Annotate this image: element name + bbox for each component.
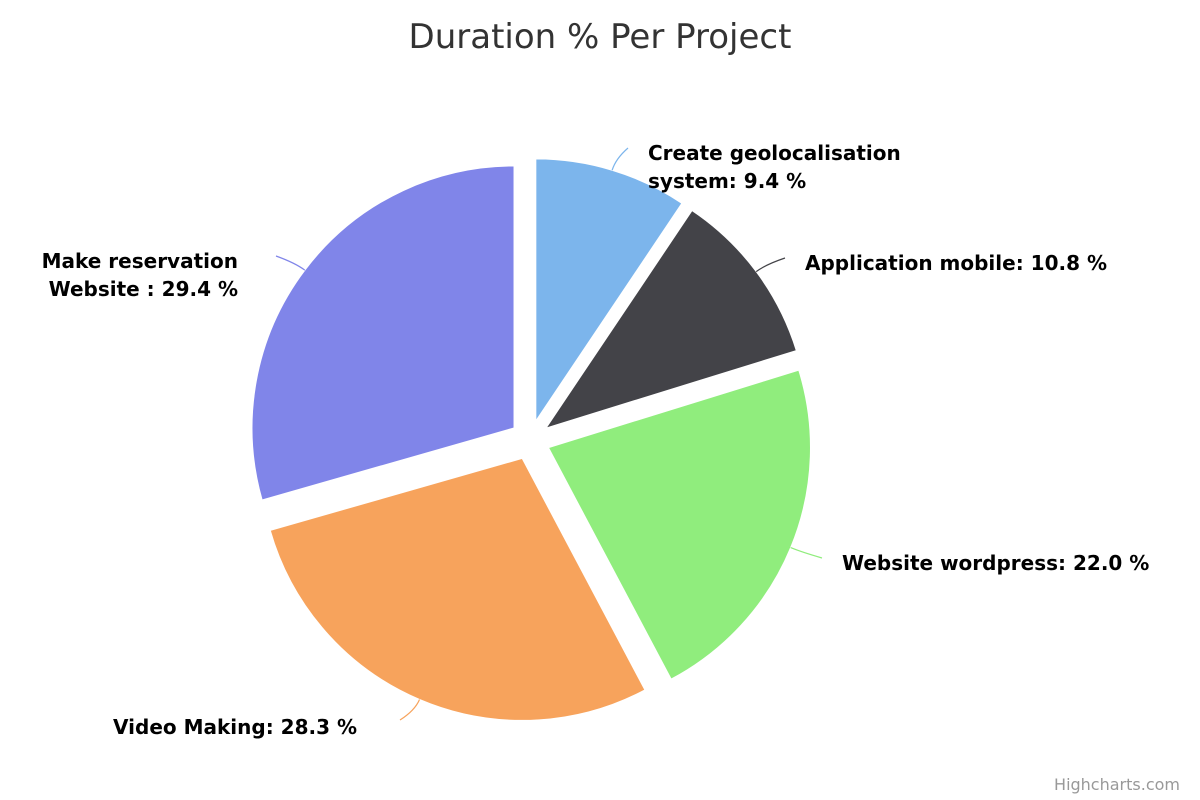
- data-label-line: Website wordpress: 22.0 %: [842, 551, 1149, 575]
- data-label-application-mobile: Application mobile: 10.8 %: [805, 251, 1107, 275]
- pie-slice-create-geolocalisation-system[interactable]: [535, 158, 683, 423]
- data-label-line: Video Making: 28.3 %: [113, 715, 357, 739]
- slices-layer: [251, 158, 811, 721]
- data-label-line: system: 9.4 %: [648, 169, 806, 193]
- data-label-line: Website : 29.4 %: [49, 277, 238, 301]
- pie-slice-make-reservation-website[interactable]: [251, 165, 515, 501]
- data-label-line: Create geolocalisation: [648, 141, 901, 165]
- connector-create-geolocalisation-system: [611, 147, 629, 171]
- data-label-video-making: Video Making: 28.3 %: [113, 715, 357, 739]
- pie-slice-video-making[interactable]: [269, 457, 646, 721]
- connector-website-wordpress: [790, 547, 823, 559]
- labels-layer: Create geolocalisation system: 9.4 % Appli…: [42, 141, 1150, 739]
- pie-slice-website-wordpress[interactable]: [547, 369, 811, 680]
- data-label-line: Make reservation: [42, 249, 238, 273]
- connector-application-mobile: [755, 257, 786, 273]
- data-label-make-reservation-website: Make reservation Website : 29.4 %: [42, 249, 238, 301]
- connectors-layer: [275, 147, 823, 721]
- chart-title: Duration % Per Project: [409, 17, 792, 57]
- connector-make-reservation-website: [275, 255, 306, 271]
- connector-video-making: [399, 699, 421, 721]
- credits-link[interactable]: Highcharts.com: [1054, 775, 1180, 794]
- data-label-create-geolocalisation-system: Create geolocalisation system: 9.4 %: [648, 141, 901, 193]
- data-label-website-wordpress: Website wordpress: 22.0 %: [842, 551, 1149, 575]
- data-label-line: Application mobile: 10.8 %: [805, 251, 1107, 275]
